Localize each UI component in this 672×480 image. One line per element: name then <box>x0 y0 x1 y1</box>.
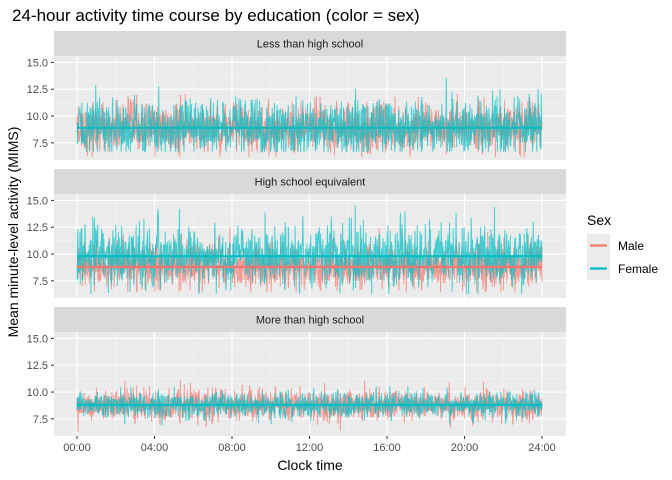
legend-title: Sex <box>587 212 611 228</box>
facet-panel: Less than high school 7.5 10.0 12.5 15.0 <box>27 31 566 160</box>
y-tick-label: 10.0 <box>27 387 48 399</box>
x-tick-label: 08:00 <box>218 442 246 454</box>
facet-strip-label: More than high school <box>256 315 364 327</box>
y-tick-label: 7.5 <box>33 138 48 150</box>
x-tick-label: 16:00 <box>373 442 401 454</box>
series-line-female <box>76 205 543 295</box>
facet-panels: Less than high school7.510.012.515.0High… <box>27 31 566 436</box>
y-axis-title: Mean minute-level activity (MIMS) <box>5 127 21 338</box>
chart-title: 24-hour activity time course by educatio… <box>12 6 420 25</box>
y-tick-label: 15.0 <box>27 195 48 207</box>
facet-panel: More than high school 7.5 10.0 12.5 15.0 <box>27 307 566 436</box>
facet-strip-label: High school equivalent <box>255 177 366 189</box>
facet-strip <box>54 307 566 332</box>
facet-strip-label: Less than high school <box>257 39 363 51</box>
x-tick-label: 04:00 <box>141 442 169 454</box>
y-tick-label: 7.5 <box>33 414 48 426</box>
y-tick-label: 7.5 <box>33 276 48 288</box>
x-tick-label: 00:00 <box>63 442 91 454</box>
y-tick-label: 12.5 <box>27 360 48 372</box>
x-axis-title: Clock time <box>277 457 343 473</box>
facet-panel: High school equivalent 7.5 10.0 12.5 15.0 <box>27 169 566 298</box>
y-tick-label: 10.0 <box>27 111 48 123</box>
legend: Sex Male Female <box>587 212 658 280</box>
y-tick-label: 10.0 <box>27 249 48 261</box>
x-tick-label: 12:00 <box>296 442 324 454</box>
y-tick-label: 15.0 <box>27 333 48 345</box>
series-line-female <box>76 386 543 426</box>
x-tick-label: 20:00 <box>451 442 479 454</box>
y-tick-label: 15.0 <box>27 57 48 69</box>
y-tick-label: 12.5 <box>27 222 48 234</box>
facet-strip <box>54 31 566 56</box>
facet-strip <box>54 169 566 194</box>
legend-label-female: Female <box>618 262 658 276</box>
x-tick-label: 24:00 <box>528 442 556 454</box>
x-axis: 00:00 04:00 08:00 12:00 16:00 20:00 24:00 <box>63 436 556 454</box>
legend-label-male: Male <box>618 239 644 253</box>
y-tick-label: 12.5 <box>27 84 48 96</box>
